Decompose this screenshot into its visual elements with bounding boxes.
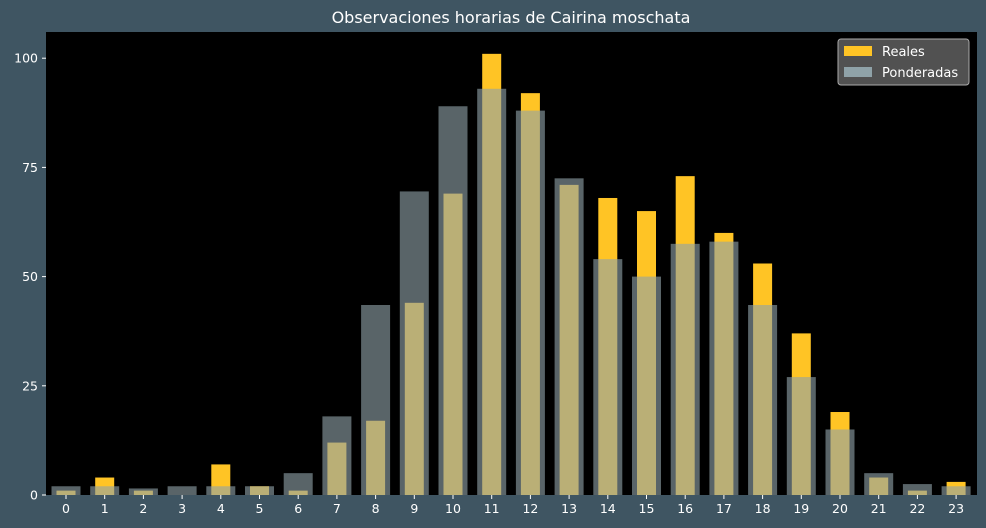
bar-ponderadas-15 xyxy=(632,276,661,495)
y-tick-label-50: 50 xyxy=(22,269,38,284)
bar-ponderadas-14 xyxy=(593,259,623,495)
bar-ponderadas-0 xyxy=(51,486,81,495)
x-tick-label-13: 13 xyxy=(561,501,577,516)
axes: 0 1 2 3 4 5 6 7 8 9 10 11 12 13 14 15 16 17 18 19 20 21 22 2302… xyxy=(14,51,964,516)
bar-ponderadas-11 xyxy=(477,88,507,495)
legend: Reales Ponderadas xyxy=(837,38,970,86)
y-tick-label-100: 100 xyxy=(14,51,38,66)
x-tick-label-4: 4 xyxy=(217,501,225,516)
x-tick-label-21: 21 xyxy=(871,501,887,516)
legend-label-reales: Reales xyxy=(882,45,925,60)
x-tick-label-8: 8 xyxy=(372,501,380,516)
bar-ponderadas-9 xyxy=(399,191,429,495)
legend-swatch-reales xyxy=(844,46,872,56)
x-tick-label-10: 10 xyxy=(445,501,461,516)
plot-area xyxy=(46,32,977,495)
bar-ponderadas-12 xyxy=(515,110,545,496)
bar-ponderadas-10 xyxy=(438,106,468,495)
bar-ponderadas-16 xyxy=(670,243,700,495)
bar-ponderadas-17 xyxy=(709,241,739,495)
x-tick-label-6: 6 xyxy=(294,501,302,516)
bar-ponderadas-20 xyxy=(825,429,855,495)
x-tick-label-0: 0 xyxy=(62,501,70,516)
x-tick-label-17: 17 xyxy=(716,501,732,516)
y-tick-label-0: 0 xyxy=(30,488,38,503)
x-tick-label-12: 12 xyxy=(522,501,538,516)
bar-ponderadas-13 xyxy=(554,178,584,495)
x-tick-label-23: 23 xyxy=(948,501,964,516)
x-tick-label-3: 3 xyxy=(178,501,186,516)
y-tick-label-25: 25 xyxy=(22,378,38,393)
legend-swatch-ponderadas xyxy=(844,67,872,77)
x-tick-label-1: 1 xyxy=(101,501,109,516)
x-tick-label-16: 16 xyxy=(677,501,693,516)
bar-ponderadas-7 xyxy=(322,416,352,495)
x-tick-label-2: 2 xyxy=(139,501,147,516)
x-tick-label-22: 22 xyxy=(909,501,925,516)
x-tick-label-18: 18 xyxy=(755,501,771,516)
x-tick-label-14: 14 xyxy=(600,501,616,516)
chart-title: Observaciones horarias de Cairina moscha… xyxy=(332,8,691,27)
x-tick-label-20: 20 xyxy=(832,501,848,516)
bar-ponderadas-1 xyxy=(90,486,120,495)
bar-ponderadas-5 xyxy=(245,486,274,495)
x-tick-label-5: 5 xyxy=(256,501,264,516)
bar-ponderadas-19 xyxy=(786,377,816,495)
y-tick-label-75: 75 xyxy=(22,160,38,175)
bar-ponderadas-2 xyxy=(128,488,158,495)
bar-ponderadas-4 xyxy=(206,486,236,495)
bar-ponderadas-3 xyxy=(167,486,197,495)
legend-label-ponderadas: Ponderadas xyxy=(882,66,958,81)
bar-ponderadas-23 xyxy=(941,486,971,495)
bar-ponderadas-8 xyxy=(361,305,391,495)
bar-ponderadas-18 xyxy=(748,305,778,495)
bar-ponderadas-21 xyxy=(864,473,894,495)
x-tick-label-11: 11 xyxy=(484,501,500,516)
x-tick-label-15: 15 xyxy=(639,501,655,516)
x-tick-label-7: 7 xyxy=(333,501,341,516)
bar-ponderadas-22 xyxy=(902,484,932,495)
bar-ponderadas-6 xyxy=(283,473,313,495)
bars xyxy=(51,53,971,496)
x-tick-label-9: 9 xyxy=(410,501,418,516)
x-tick-label-19: 19 xyxy=(793,501,809,516)
